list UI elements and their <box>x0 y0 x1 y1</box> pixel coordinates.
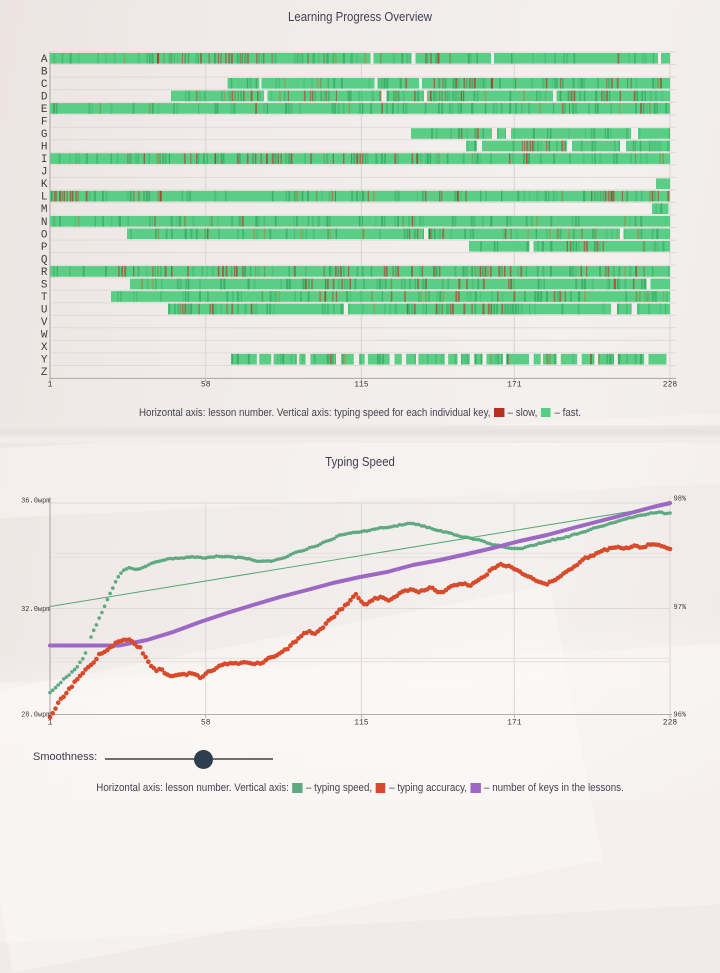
svg-text:O: O <box>41 229 48 241</box>
svg-text:171: 171 <box>507 719 522 728</box>
svg-text:B: B <box>41 66 48 78</box>
svg-text:115: 115 <box>354 381 369 390</box>
svg-text:32.0wpm: 32.0wpm <box>21 606 50 614</box>
svg-text:1: 1 <box>48 719 53 728</box>
svg-text:H: H <box>41 142 48 154</box>
svg-text:X: X <box>41 342 48 354</box>
svg-text:96%: 96% <box>674 712 687 720</box>
svg-text:K: K <box>41 179 48 191</box>
svg-text:W: W <box>41 330 48 342</box>
svg-text:E: E <box>41 104 48 116</box>
svg-text:1: 1 <box>48 381 53 390</box>
svg-text:58: 58 <box>201 381 211 390</box>
svg-text:J: J <box>41 167 48 179</box>
svg-text:Z: Z <box>41 367 48 379</box>
svg-text:A: A <box>41 54 48 66</box>
svg-text:D: D <box>41 91 48 103</box>
svg-text:L: L <box>41 192 48 204</box>
svg-text:M: M <box>41 204 48 216</box>
svg-text:28.0wpm: 28.0wpm <box>21 712 50 720</box>
svg-text:98%: 98% <box>674 496 687 504</box>
svg-text:I: I <box>41 154 48 166</box>
svg-text:V: V <box>41 317 48 329</box>
svg-text:58: 58 <box>201 719 211 728</box>
svg-text:228: 228 <box>663 719 678 728</box>
svg-text:G: G <box>41 129 48 141</box>
svg-text:P: P <box>41 242 48 254</box>
svg-text:36.0wpm: 36.0wpm <box>21 498 50 506</box>
svg-text:R: R <box>41 267 48 279</box>
svg-text:97%: 97% <box>674 604 687 612</box>
svg-text:N: N <box>41 217 48 229</box>
svg-text:228: 228 <box>663 381 678 390</box>
svg-text:U: U <box>41 305 48 317</box>
svg-text:171: 171 <box>507 381 522 390</box>
svg-text:Q: Q <box>41 254 48 266</box>
svg-text:115: 115 <box>354 719 369 728</box>
svg-text:F: F <box>41 117 48 129</box>
svg-text:S: S <box>41 280 48 292</box>
svg-text:Y: Y <box>41 355 48 367</box>
svg-text:T: T <box>41 292 48 304</box>
svg-text:C: C <box>41 79 48 91</box>
